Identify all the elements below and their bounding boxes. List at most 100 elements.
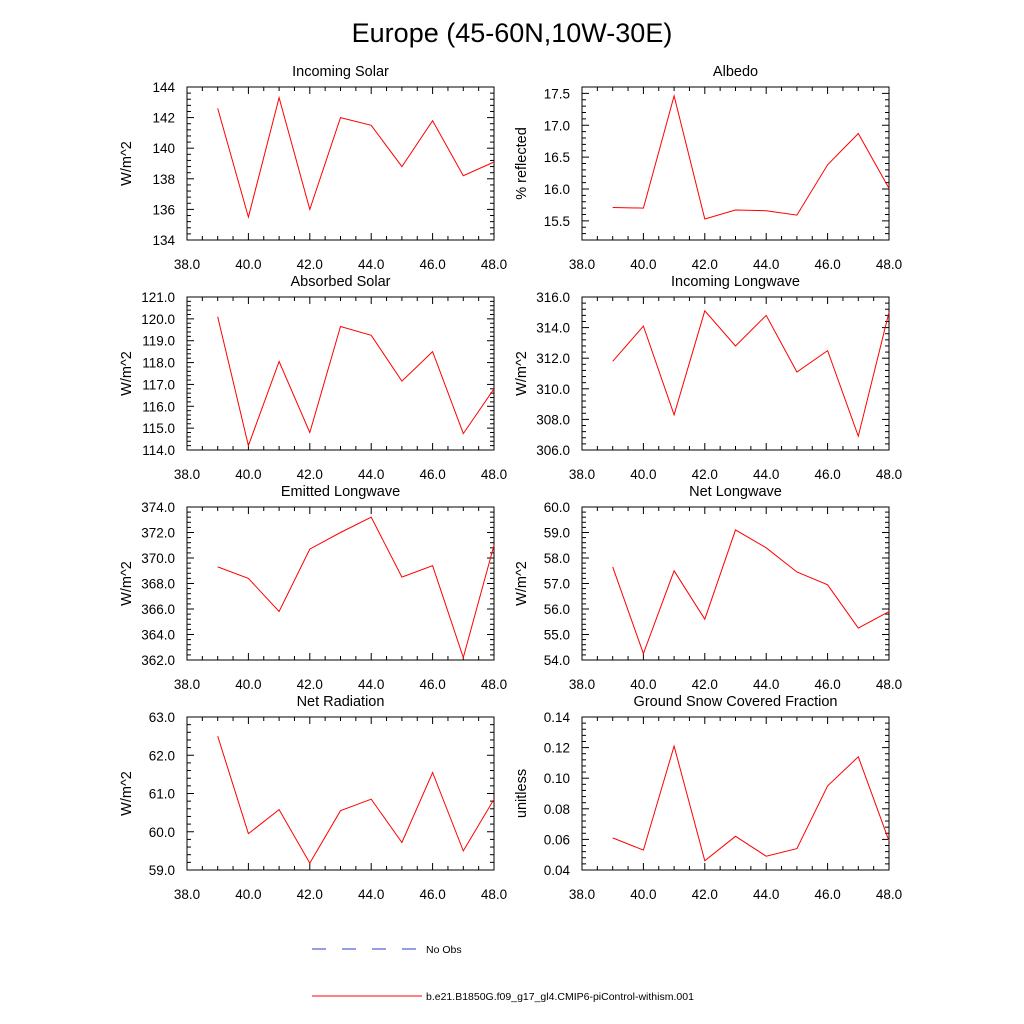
y-tick-label: 56.0 [544, 602, 570, 617]
x-tick-label: 38.0 [569, 467, 595, 482]
x-tick-label: 40.0 [235, 887, 261, 902]
panel-title: Incoming Longwave [671, 274, 800, 290]
y-tick-label: 115.0 [142, 421, 175, 436]
x-tick-label: 48.0 [481, 257, 507, 272]
panel-title: Ground Snow Covered Fraction [634, 694, 838, 710]
y-tick-label: 372.0 [141, 526, 175, 541]
x-tick-label: 46.0 [814, 677, 840, 692]
panel-title: Net Longwave [689, 484, 782, 500]
x-tick-label: 40.0 [235, 677, 261, 692]
y-tick-label: 0.04 [544, 863, 571, 878]
y-tick-label: 59.0 [149, 863, 175, 878]
y-tick-label: 114.0 [142, 443, 175, 458]
x-tick-label: 46.0 [419, 887, 445, 902]
y-tick-label: 60.0 [544, 500, 570, 515]
x-tick-label: 42.0 [297, 257, 323, 272]
figure-title: Europe (45-60N,10W-30E) [352, 18, 673, 48]
chart-panel: Net Longwave 38.0 40.0 42.0 44.0 46.0 48.0 54.0… [514, 484, 902, 692]
y-tick-label: 140 [152, 141, 175, 156]
y-axis-label: W/m^2 [119, 351, 135, 396]
y-axis-label: unitless [514, 769, 530, 818]
panel-title: Absorbed Solar [291, 274, 391, 290]
x-tick-label: 38.0 [174, 467, 200, 482]
plot-frame [581, 716, 890, 871]
x-tick-label: 42.0 [692, 467, 718, 482]
x-tick-label: 42.0 [692, 257, 718, 272]
y-tick-label: 136 [152, 202, 175, 217]
y-tick-label: 17.5 [544, 86, 570, 101]
y-tick-label: 58.0 [544, 551, 570, 566]
plot-frame [186, 296, 495, 451]
x-tick-label: 46.0 [814, 467, 840, 482]
x-tick-label: 48.0 [876, 887, 902, 902]
x-tick-label: 38.0 [174, 677, 200, 692]
x-tick-label: 40.0 [630, 467, 656, 482]
series-line [612, 744, 890, 862]
panel-title: Incoming Solar [292, 64, 389, 80]
chart-panel: Incoming Solar 38.0 40.0 42.0 44.0 46.0 48.0 13… [119, 64, 507, 272]
panel-title: Albedo [713, 64, 758, 80]
x-tick-label: 46.0 [419, 467, 445, 482]
y-axis-label: % reflected [514, 127, 530, 200]
series-line [217, 95, 495, 220]
y-axis-label: W/m^2 [514, 561, 530, 606]
x-tick-label: 40.0 [630, 677, 656, 692]
x-tick-label: 44.0 [753, 887, 779, 902]
y-tick-label: 0.14 [544, 710, 571, 725]
y-tick-label: 0.12 [544, 741, 570, 756]
y-tick-label: 17.0 [544, 118, 570, 133]
y-axis-label: W/m^2 [514, 351, 530, 396]
x-tick-label: 48.0 [481, 677, 507, 692]
y-tick-label: 63.0 [149, 710, 175, 725]
plot-frame [186, 716, 495, 871]
x-tick-label: 42.0 [297, 677, 323, 692]
x-tick-label: 40.0 [235, 257, 261, 272]
x-tick-label: 40.0 [235, 467, 261, 482]
series-line [612, 309, 890, 438]
x-tick-label: 48.0 [481, 467, 507, 482]
x-tick-label: 44.0 [753, 257, 779, 272]
chart-panel: Emitted Longwave 38.0 40.0 42.0 44.0 46.0 48.0… [119, 484, 507, 692]
plot-frame [186, 506, 495, 661]
chart-panel: Ground Snow Covered Fraction 38.0 40.0 42.0… [514, 694, 902, 902]
x-tick-label: 44.0 [753, 467, 779, 482]
panel-title: Net Radiation [297, 694, 385, 710]
x-tick-label: 42.0 [297, 887, 323, 902]
y-axis-label: W/m^2 [119, 771, 135, 816]
y-tick-label: 142 [152, 111, 175, 126]
y-tick-label: 59.0 [544, 526, 570, 541]
y-tick-label: 0.10 [544, 771, 570, 786]
x-tick-label: 48.0 [876, 677, 902, 692]
x-tick-label: 46.0 [814, 257, 840, 272]
y-tick-label: 314.0 [536, 321, 570, 336]
y-tick-label: 116.0 [142, 399, 175, 414]
y-tick-label: 364.0 [141, 628, 175, 643]
series-line [217, 735, 495, 865]
x-tick-label: 44.0 [358, 887, 384, 902]
y-tick-label: 306.0 [536, 443, 570, 458]
series-line [217, 516, 495, 660]
y-tick-label: 0.08 [544, 802, 570, 817]
legend: No Obs b.e21.B1850G.f09_g17_gl4.CMIP6-pi… [312, 944, 694, 1003]
y-tick-label: 55.0 [544, 628, 570, 643]
y-tick-label: 16.5 [544, 150, 570, 165]
x-tick-label: 46.0 [814, 887, 840, 902]
x-tick-label: 38.0 [174, 887, 200, 902]
panel-title: Emitted Longwave [281, 484, 400, 500]
y-tick-label: 134 [152, 233, 175, 248]
x-tick-label: 44.0 [358, 467, 384, 482]
y-tick-label: 0.06 [544, 832, 570, 847]
y-tick-label: 144 [152, 80, 175, 95]
y-tick-label: 16.0 [544, 182, 570, 197]
series-line [612, 529, 890, 656]
x-tick-label: 38.0 [569, 677, 595, 692]
x-tick-label: 42.0 [297, 467, 323, 482]
y-tick-label: 117.0 [142, 377, 175, 392]
y-tick-label: 370.0 [141, 551, 175, 566]
x-tick-label: 46.0 [419, 257, 445, 272]
y-tick-label: 60.0 [149, 825, 175, 840]
y-tick-label: 57.0 [544, 577, 570, 592]
chart-panel: Incoming Longwave 38.0 40.0 42.0 44.0 46.0 48.… [514, 274, 902, 482]
y-tick-label: 374.0 [141, 500, 175, 515]
y-tick-label: 15.5 [544, 214, 570, 229]
